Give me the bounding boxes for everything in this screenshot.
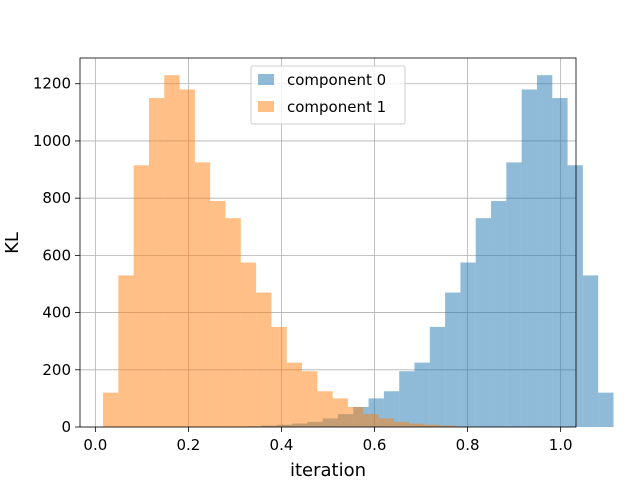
bar-component-0 [582, 275, 599, 427]
bar-component-1 [378, 418, 394, 427]
bar-component-0 [536, 75, 553, 428]
bar-component-1 [225, 218, 241, 427]
y-tick-label: 200 [42, 361, 71, 379]
bar-component-1 [271, 326, 287, 427]
bar-component-1 [194, 162, 211, 427]
bar-component-0 [567, 165, 583, 427]
bar-component-1 [302, 371, 318, 427]
bar-component-1 [317, 391, 333, 427]
x-tick-label: 1.0 [549, 436, 573, 454]
legend-label-component-1: component 1 [287, 98, 386, 116]
legend-swatch-component-0 [258, 74, 274, 85]
bar-component-0 [383, 391, 400, 427]
bar-component-0 [506, 162, 522, 427]
y-tick-label: 1200 [33, 75, 71, 93]
bar-component-1 [393, 421, 410, 427]
y-tick-label: 1000 [33, 132, 71, 150]
legend-frame [250, 65, 406, 125]
bar-component-0 [429, 326, 446, 427]
x-tick-label: 0.6 [363, 436, 387, 454]
bar-component-0 [552, 98, 568, 427]
legend-swatch-component-1 [258, 101, 274, 112]
x-tick-label: 0.8 [456, 436, 480, 454]
axis-ticks: 0.0 0.2 0.4 0.6 0.8 1.0 0 200 400 600 800 1000 1200 [33, 75, 573, 454]
x-tick-label: 0.2 [176, 436, 200, 454]
x-tick-label: 0.0 [83, 436, 107, 454]
x-axis-label: iteration [290, 460, 366, 480]
legend-label-component-0: component 0 [287, 71, 386, 89]
histogram-bars [103, 75, 614, 428]
bar-component-0 [460, 262, 476, 427]
bar-component-1 [179, 89, 195, 427]
bar-component-1 [118, 275, 134, 427]
bar-component-1 [332, 398, 348, 427]
bar-component-1 [256, 292, 272, 427]
bar-component-1 [240, 262, 257, 427]
bar-component-1 [439, 425, 456, 427]
y-tick-label: 400 [42, 304, 71, 322]
bar-component-0 [414, 362, 430, 427]
y-axis-label: KL [2, 232, 23, 254]
bar-component-1 [148, 98, 165, 427]
bar-component-1 [210, 201, 226, 427]
legend: component 0 component 1 [250, 65, 406, 125]
bar-component-0 [491, 201, 507, 427]
bar-component-0 [521, 89, 537, 427]
bar-component-0 [399, 371, 415, 427]
bar-component-1 [409, 423, 425, 427]
bar-component-0 [598, 392, 614, 427]
y-tick-label: 800 [42, 189, 71, 207]
bar-component-0 [475, 218, 492, 427]
bar-component-1 [103, 392, 119, 427]
bar-component-1 [363, 414, 379, 427]
y-tick-label: 0 [61, 418, 71, 436]
plot-frame [79, 57, 577, 428]
bar-component-1 [164, 75, 180, 428]
bar-component-1 [424, 424, 440, 427]
bar-component-1 [133, 165, 149, 427]
x-tick-label: 0.4 [270, 436, 294, 454]
bar-component-1 [286, 362, 303, 427]
bar-component-0 [445, 292, 461, 427]
y-tick-label: 600 [42, 246, 71, 264]
bar-component-1 [347, 406, 364, 427]
